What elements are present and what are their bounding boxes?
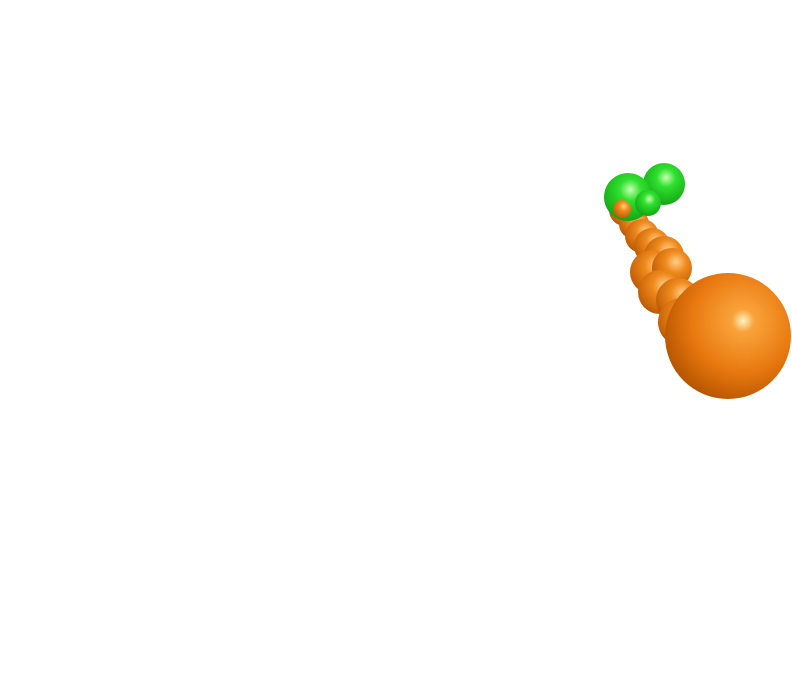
terminal-cap (604, 163, 685, 221)
large-sphere (665, 273, 791, 399)
